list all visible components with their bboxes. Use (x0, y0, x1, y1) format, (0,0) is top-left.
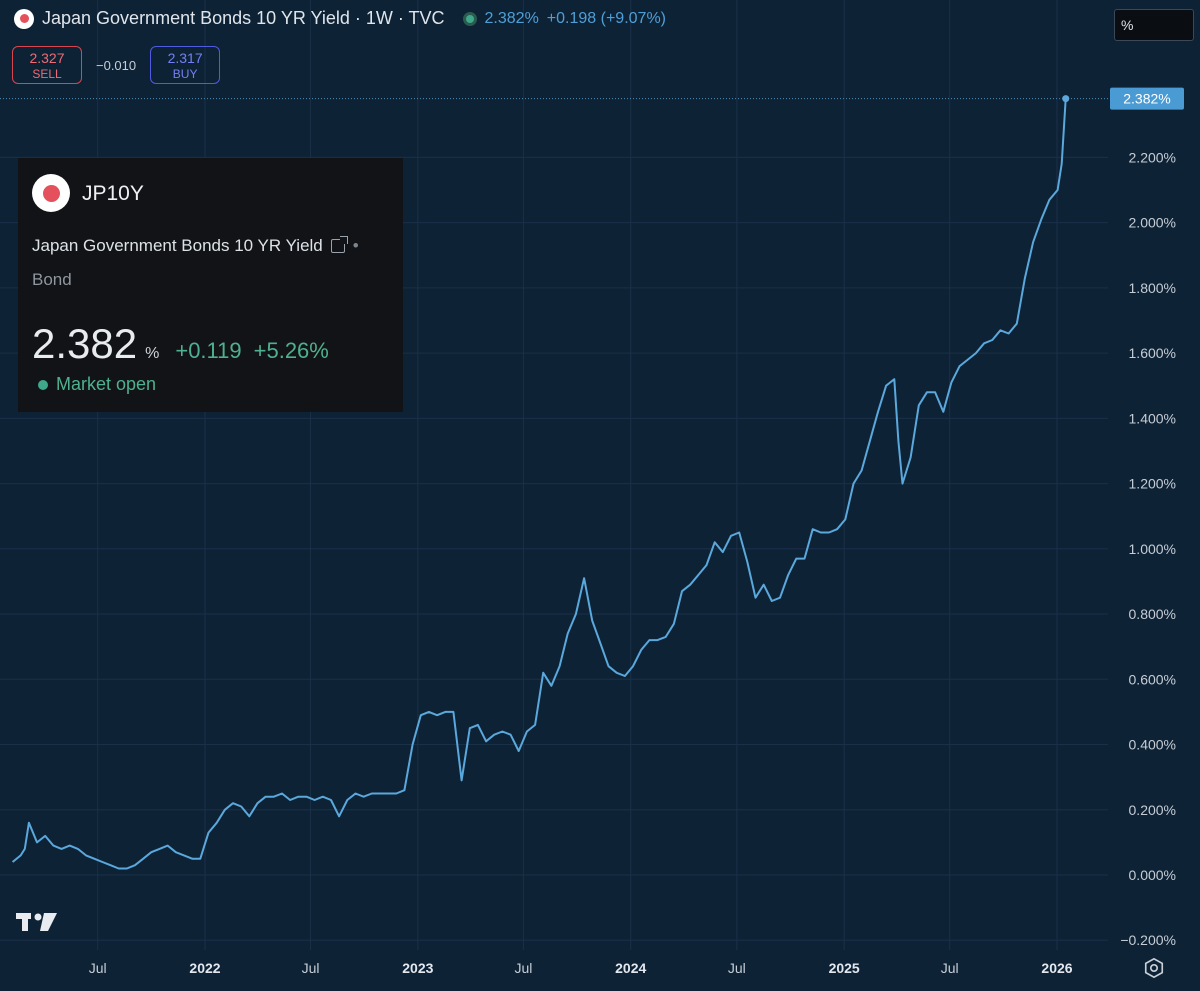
header-last-value: 2.382% (484, 9, 539, 27)
japan-flag-icon (32, 174, 70, 212)
instrument-name: Japan Government Bonds 10 YR Yield (32, 236, 323, 255)
x-axis: Jul 2022 Jul 2023 Jul 2024 Jul 2025 Jul 2026 (89, 960, 1073, 976)
x-tick-label: Jul (302, 960, 320, 976)
y-tick-label: 0.400% (1129, 737, 1176, 753)
y-tick-label: 1.000% (1129, 541, 1176, 557)
price-change: +0.119 (175, 338, 242, 363)
chart-grid (0, 0, 1108, 950)
settings-gear-icon[interactable] (1143, 957, 1165, 979)
y-tick-label: 0.600% (1129, 671, 1176, 687)
external-link-icon[interactable] (330, 236, 348, 253)
separator-dot: • (352, 236, 359, 255)
japan-flag-icon (14, 8, 34, 29)
instrument-name-row: Japan Government Bonds 10 YR Yield • (32, 236, 359, 256)
last-value-label: 2.382% (1123, 91, 1170, 107)
x-tick-label: 2024 (615, 960, 646, 976)
x-tick-label: Jul (941, 960, 959, 976)
y-axis: −0.200% 0.000% 0.200% 0.400% 0.600% 0.800% 1.0… (1120, 149, 1176, 948)
x-tick-label: Jul (89, 960, 107, 976)
tradingview-logo-icon[interactable] (16, 911, 58, 933)
ticker-symbol: JP10Y (82, 182, 144, 205)
market-open-dot (38, 379, 48, 390)
sell-button[interactable]: 2.327 SELL (12, 46, 82, 84)
last-value-tag: 2.382% (1110, 87, 1184, 110)
market-status-dot (462, 11, 477, 26)
header-change: +0.198 (+9.07%) (546, 9, 666, 27)
y-tick-label: 1.600% (1129, 345, 1176, 361)
buy-button[interactable]: 2.317 BUY (150, 46, 221, 84)
x-tick-label: Jul (514, 960, 532, 976)
market-status-label: Market open (56, 374, 157, 394)
x-tick-label: 2025 (829, 960, 860, 976)
current-price: 2.382 (32, 320, 138, 367)
symbol-info-card: JP10Y Japan Government Bonds 10 YR Yield… (18, 158, 403, 412)
market-status: Market open (38, 374, 156, 395)
y-tick-label: −0.200% (1120, 932, 1176, 948)
price-change-percent: +5.26% (253, 338, 329, 363)
y-tick-label: 2.200% (1129, 149, 1176, 165)
yield-series-line (11, 98, 1067, 870)
unit-selector[interactable]: % (1114, 9, 1194, 41)
price-unit: % (145, 345, 160, 362)
y-tick-label: 0.800% (1129, 606, 1176, 622)
y-tick-label: 1.200% (1129, 476, 1176, 492)
y-tick-label: 1.400% (1129, 410, 1176, 426)
chart-header: Japan Government Bonds 10 YR Yield · 1W … (14, 8, 666, 29)
sell-price: 2.327 (29, 50, 65, 66)
instrument-type: Bond (32, 270, 72, 289)
sell-label: SELL (32, 67, 62, 81)
last-price-dot (1062, 95, 1070, 103)
buy-label: BUY (172, 67, 198, 81)
y-tick-label: 1.800% (1129, 280, 1176, 296)
x-tick-label: Jul (728, 960, 746, 976)
x-tick-label: 2026 (1041, 960, 1072, 976)
y-tick-label: 0.000% (1129, 867, 1176, 883)
x-tick-label: 2023 (402, 960, 433, 976)
y-tick-label: 2.000% (1129, 215, 1176, 231)
price-row: 2.382 % +0.119 +5.26% (32, 320, 329, 368)
y-tick-label: 0.200% (1129, 802, 1176, 818)
spread-value: −0.010 (96, 57, 137, 73)
buy-price: 2.317 (167, 50, 203, 66)
x-tick-label: 2022 (189, 960, 220, 976)
symbol-title[interactable]: Japan Government Bonds 10 YR Yield · 1W … (42, 8, 445, 28)
trade-buttons: 2.327 SELL −0.010 2.317 BUY (12, 46, 221, 84)
